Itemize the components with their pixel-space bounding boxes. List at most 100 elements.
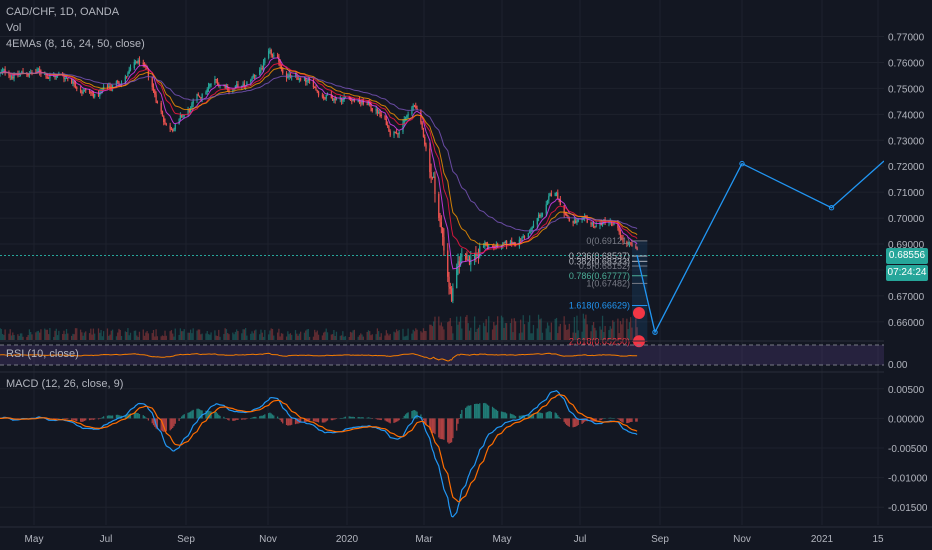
candle-body [389,131,391,136]
volume-bar [343,336,345,340]
volume-bar [528,315,531,340]
volume-bar [486,332,489,340]
candle-body [192,100,194,104]
candle-body [591,223,593,225]
macd-histogram-bar [621,418,623,422]
candle-body [183,115,185,117]
volume-bar [147,333,150,340]
symbol-legend[interactable]: CAD/CHF, 1D, OANDA [6,6,120,18]
volume-bar [407,328,409,340]
volume-bar [546,322,549,340]
macd-tick-label: -0.01500 [888,503,928,514]
macd-histogram-bar [610,417,613,419]
volume-bar [297,335,299,340]
candle-body [155,94,157,102]
macd-legend[interactable]: MACD (12, 26, close, 9) [6,378,124,390]
volume-bar [362,336,364,340]
candle-body [511,241,513,244]
volume-bar [163,336,165,340]
macd-histogram-bar [197,408,199,419]
macd-histogram-bar [493,407,495,419]
volume-bar [182,331,184,340]
volume-bar [433,321,435,340]
macd-histogram-bar [358,417,361,419]
candle-body [407,113,409,116]
candle-body [380,114,382,116]
ema-legend[interactable]: 4EMAs (8, 16, 24, 50, close) [6,38,145,50]
volume-bar [252,333,254,340]
volume-bar [128,335,130,340]
candle-body [9,75,11,77]
candle-body [378,112,380,114]
candle-body [154,89,156,95]
macd-histogram-bar [631,418,633,422]
volume-bar [361,334,363,340]
alert-icon[interactable] [632,306,645,319]
candle-body [276,55,279,57]
volume-bar [324,331,326,340]
candle-body [165,124,167,126]
macd-histogram-bar [367,417,370,419]
volume-bar [317,334,320,340]
macd-histogram-bar [192,409,194,419]
volume-bar [558,326,560,340]
volume-bar [280,333,283,340]
macd-histogram-bar [470,405,472,419]
candle-body [439,217,441,223]
volume-bar [109,334,111,340]
time-axis-label: May [25,534,44,545]
volume-bar [603,331,605,340]
candle-body [627,243,629,245]
projection-node[interactable] [652,329,658,335]
candle-body [424,136,426,145]
macd-histogram-bar [251,417,253,419]
volume-bar [119,329,121,340]
candle-body [422,127,425,137]
volume-bar [479,324,481,340]
candle-body [12,76,14,79]
macd-histogram-bar [376,418,379,420]
macd-histogram-bar [558,416,560,419]
volume-bar [591,325,593,340]
macd-histogram-bar [164,418,166,432]
candle-body [198,95,201,98]
volume-bar [28,329,31,340]
candle-body [188,110,190,112]
candle-body [630,242,632,244]
projection-path[interactable] [636,160,885,335]
macd-histogram-bar [360,417,362,419]
macd-histogram-bar [218,414,220,419]
macd-tick-label: 0.00000 [888,414,925,425]
volume-bar [412,329,414,340]
rsi-line [0,352,638,362]
projection-node[interactable] [739,160,745,167]
volume-bar [236,329,238,340]
macd-histogram-bar [79,418,82,422]
candle-body [21,71,23,74]
macd-histogram-bar [91,418,93,420]
volume-bar [491,329,494,340]
candle-body [599,222,601,226]
price-tick-label: 0.72000 [888,162,925,173]
candle-body [531,227,533,229]
candle-body [209,83,211,87]
volume-bar [197,329,199,340]
macd-histogram-bar [628,418,631,423]
candle-body [64,77,66,79]
price-tick-label: 0.76000 [888,58,925,69]
candle-body [352,99,354,101]
volume-bar [99,332,101,340]
volume-bar [511,318,513,340]
candle-body [163,116,165,123]
macd-histogram-bar [488,405,490,419]
macd-histogram-bar [421,417,423,419]
rsi-legend[interactable]: RSI (10, close) [6,348,79,360]
volume-bar [545,328,547,340]
volume-bar [118,328,120,340]
volume-legend[interactable]: Vol [6,22,22,34]
candle-body [47,78,50,80]
projection-node[interactable] [828,205,835,211]
volume-bar [250,333,252,340]
macd-histogram-bar [450,418,453,443]
